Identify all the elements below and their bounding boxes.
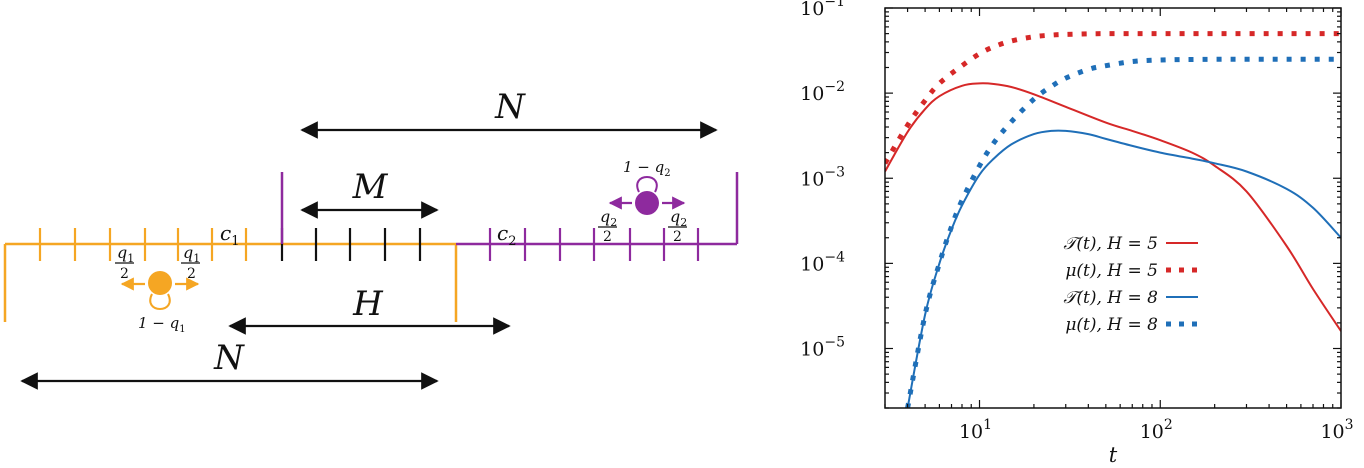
walker-2-hop-right-den: 2 xyxy=(673,229,682,245)
y-tick-label: 10−3 xyxy=(800,164,845,190)
walker-1-particle xyxy=(148,271,172,295)
x-tick-label: 102 xyxy=(1140,417,1173,443)
y-tick-label: 10−1 xyxy=(800,0,845,20)
c1-label: c1 xyxy=(220,221,239,249)
legend: 𝒯(t), H = 5 μ(t), H = 5 𝒯(t), H = 8 μ(t), H… xyxy=(1063,234,1198,335)
log-log-chart: 101 102 103 10−1 10−2 10−3 10−4 10−5 t 𝒯(t), H… xyxy=(800,0,1353,467)
series-line-4 xyxy=(905,56,1341,408)
n-bottom-label: N xyxy=(213,338,245,378)
legend-label-3: 𝒯(t), H = 8 xyxy=(1063,288,1158,308)
walker-1-hop-right-den: 2 xyxy=(187,266,196,282)
c2-label: c2 xyxy=(497,221,516,249)
walker-1-hop-left-num: q1 xyxy=(117,243,134,265)
plot-frame xyxy=(884,7,1342,409)
walker-1-hop-right-num: q1 xyxy=(183,243,200,265)
y-tick-label: 10−4 xyxy=(800,249,845,275)
lattice-1 xyxy=(3,228,458,322)
legend-label-1: 𝒯(t), H = 5 xyxy=(1063,234,1158,254)
lattice-2 xyxy=(280,172,739,261)
y-tick-label: 10−5 xyxy=(800,335,845,361)
series-line-1 xyxy=(885,82,1341,332)
legend-label-4: μ(t), H = 8 xyxy=(1065,315,1158,335)
walker-2-hop-right-num: q2 xyxy=(670,207,687,229)
m-label: M xyxy=(352,167,389,207)
overlap-ticks xyxy=(280,228,422,261)
h-label: H xyxy=(352,284,384,324)
walker-2-stay-label: 1 − q2 xyxy=(623,158,671,179)
x-tick-label: 101 xyxy=(959,417,992,443)
x-tick-label: 103 xyxy=(1320,417,1353,443)
walker-1-hop-left-den: 2 xyxy=(120,266,129,282)
walker-2-hop-left-num: q2 xyxy=(600,207,617,229)
walker-2-hop-left-den: 2 xyxy=(603,229,612,245)
lattice-diagram: N M c1 c2 q1 2 xyxy=(3,87,739,390)
legend-label-2: μ(t), H = 5 xyxy=(1065,261,1158,281)
walker-2-particle xyxy=(635,191,659,215)
walker-2: 1 − q2 q2 2 q2 2 xyxy=(598,158,687,245)
n-top-label: N xyxy=(494,87,526,127)
walker-1: q1 2 q1 2 1 − q1 xyxy=(115,243,200,335)
walker-1-stay-label: 1 − q1 xyxy=(138,314,186,335)
y-tick-label: 10−2 xyxy=(800,79,845,105)
series-line-2 xyxy=(885,31,1341,165)
x-axis-label: t xyxy=(1109,443,1118,467)
